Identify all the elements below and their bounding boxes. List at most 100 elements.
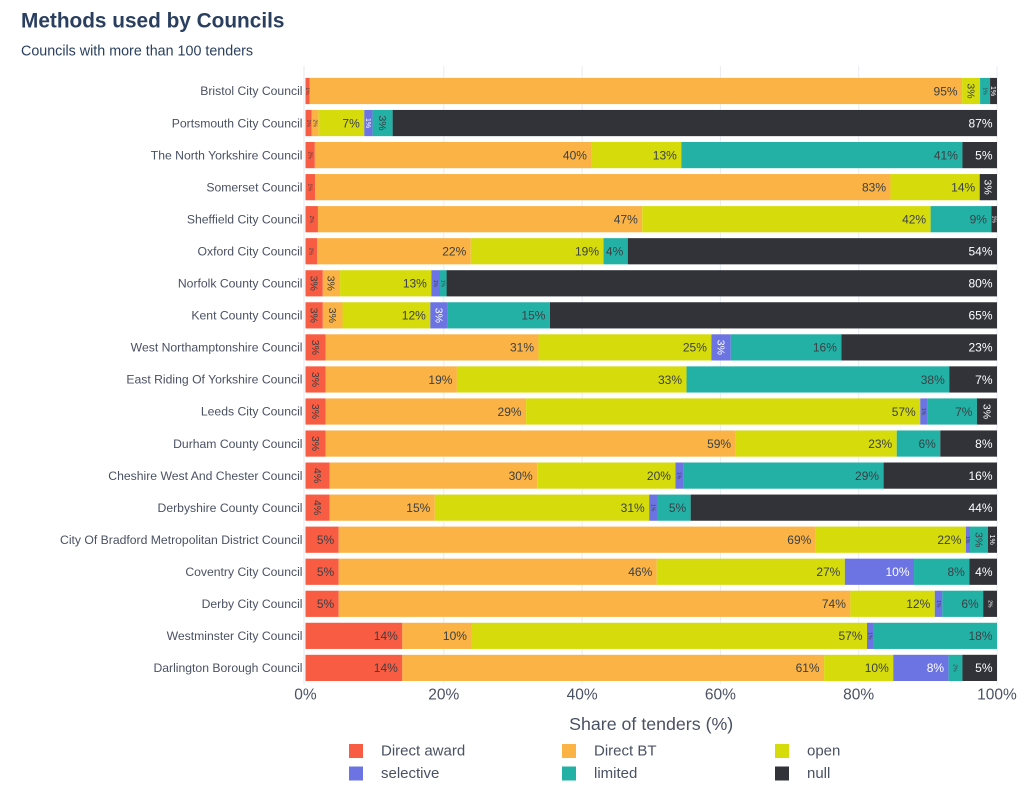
svg-text:2%: 2% xyxy=(308,216,314,224)
svg-text:2%: 2% xyxy=(306,151,312,159)
svg-text:Direct award: Direct award xyxy=(381,743,465,760)
svg-text:3%: 3% xyxy=(309,436,321,451)
svg-text:22%: 22% xyxy=(442,245,466,259)
svg-text:15%: 15% xyxy=(521,309,545,323)
svg-text:3%: 3% xyxy=(309,372,321,387)
svg-text:Norfolk County Council: Norfolk County Council xyxy=(178,277,303,291)
svg-text:4%: 4% xyxy=(606,245,624,259)
svg-text:38%: 38% xyxy=(921,373,945,387)
svg-text:4%: 4% xyxy=(311,468,323,483)
svg-text:27%: 27% xyxy=(816,565,840,579)
svg-text:10%: 10% xyxy=(865,661,889,675)
svg-text:Darlington Borough Council: Darlington Borough Council xyxy=(153,661,302,675)
svg-text:Derbyshire County Council: Derbyshire County Council xyxy=(158,501,303,515)
svg-text:Councils with more than 100 te: Councils with more than 100 tenders xyxy=(21,44,253,60)
svg-text:40%: 40% xyxy=(563,148,587,162)
svg-text:83%: 83% xyxy=(862,180,886,194)
svg-text:14%: 14% xyxy=(374,661,398,675)
svg-text:61%: 61% xyxy=(796,661,820,675)
svg-text:5%: 5% xyxy=(317,597,335,611)
svg-text:4%: 4% xyxy=(975,565,993,579)
svg-text:1%: 1% xyxy=(675,472,681,480)
svg-text:3%: 3% xyxy=(307,276,319,291)
svg-text:87%: 87% xyxy=(968,116,992,130)
svg-text:60%: 60% xyxy=(705,687,736,704)
svg-text:1%: 1% xyxy=(307,184,313,192)
svg-text:5%: 5% xyxy=(317,533,335,547)
svg-text:69%: 69% xyxy=(787,533,811,547)
svg-text:65%: 65% xyxy=(968,309,992,323)
svg-text:20%: 20% xyxy=(647,469,671,483)
svg-text:16%: 16% xyxy=(813,341,837,355)
svg-text:57%: 57% xyxy=(892,405,916,419)
svg-text:74%: 74% xyxy=(822,597,846,611)
svg-text:1%: 1% xyxy=(989,86,996,96)
svg-text:59%: 59% xyxy=(707,437,731,451)
svg-text:Leeds City Council: Leeds City Council xyxy=(201,405,303,419)
svg-text:80%: 80% xyxy=(843,687,874,704)
svg-text:Durham County Council: Durham County Council xyxy=(173,437,302,451)
svg-text:3%: 3% xyxy=(980,404,992,419)
svg-text:4%: 4% xyxy=(311,500,323,515)
svg-text:3%: 3% xyxy=(326,308,338,323)
svg-text:Oxford City Council: Oxford City Council xyxy=(198,244,303,258)
svg-text:29%: 29% xyxy=(498,405,522,419)
svg-text:14%: 14% xyxy=(374,629,398,643)
svg-text:18%: 18% xyxy=(968,629,992,643)
svg-text:open: open xyxy=(807,743,840,760)
svg-text:Direct BT: Direct BT xyxy=(594,743,657,760)
svg-text:Sheffield City Council: Sheffield City Council xyxy=(187,212,303,226)
svg-text:13%: 13% xyxy=(653,148,677,162)
svg-text:3%: 3% xyxy=(972,532,984,547)
svg-text:Derby City Council: Derby City Council xyxy=(202,597,303,611)
svg-text:5%: 5% xyxy=(669,501,687,515)
svg-text:42%: 42% xyxy=(902,213,926,227)
svg-text:15%: 15% xyxy=(406,501,430,515)
svg-text:30%: 30% xyxy=(509,469,533,483)
svg-text:33%: 33% xyxy=(658,373,682,387)
svg-text:selective: selective xyxy=(381,765,439,782)
svg-text:3%: 3% xyxy=(982,180,994,195)
svg-text:20%: 20% xyxy=(428,687,459,704)
svg-text:46%: 46% xyxy=(628,565,652,579)
svg-text:3%: 3% xyxy=(964,83,976,98)
svg-text:5%: 5% xyxy=(317,565,335,579)
svg-text:22%: 22% xyxy=(937,533,961,547)
svg-text:29%: 29% xyxy=(855,469,879,483)
svg-text:6%: 6% xyxy=(918,437,936,451)
svg-text:54%: 54% xyxy=(968,245,992,259)
svg-text:Share of tenders (%): Share of tenders (%) xyxy=(569,714,733,734)
svg-text:100%: 100% xyxy=(977,687,1017,704)
svg-text:8%: 8% xyxy=(975,437,993,451)
svg-text:40%: 40% xyxy=(567,687,598,704)
svg-text:0%: 0% xyxy=(294,687,317,704)
svg-text:1%: 1% xyxy=(981,87,987,95)
svg-text:2%: 2% xyxy=(308,248,314,256)
svg-text:Cheshire West And Chester Coun: Cheshire West And Chester Council xyxy=(108,469,302,483)
svg-text:null: null xyxy=(807,765,830,782)
svg-text:3%: 3% xyxy=(376,115,388,130)
svg-text:19%: 19% xyxy=(428,373,452,387)
svg-text:95%: 95% xyxy=(934,84,958,98)
svg-text:9%: 9% xyxy=(970,213,988,227)
svg-text:10%: 10% xyxy=(885,565,909,579)
svg-text:1%: 1% xyxy=(988,535,995,545)
svg-text:limited: limited xyxy=(594,765,637,782)
svg-text:6%: 6% xyxy=(961,597,979,611)
svg-text:16%: 16% xyxy=(968,469,992,483)
svg-text:1%: 1% xyxy=(364,118,371,128)
svg-text:1%: 1% xyxy=(964,536,970,544)
svg-text:1%: 1% xyxy=(935,600,941,608)
svg-text:1%: 1% xyxy=(305,119,311,127)
svg-text:7%: 7% xyxy=(975,373,993,387)
svg-text:3%: 3% xyxy=(714,340,726,355)
svg-text:19%: 19% xyxy=(575,245,599,259)
svg-text:3%: 3% xyxy=(325,276,337,291)
svg-text:10%: 10% xyxy=(443,629,467,643)
svg-text:5%: 5% xyxy=(975,148,993,162)
svg-text:2%: 2% xyxy=(986,600,992,608)
svg-text:Westminster City Council: Westminster City Council xyxy=(167,629,303,643)
svg-text:Coventry City Council: Coventry City Council xyxy=(185,565,302,579)
svg-text:80%: 80% xyxy=(968,277,992,291)
svg-text:13%: 13% xyxy=(403,277,427,291)
